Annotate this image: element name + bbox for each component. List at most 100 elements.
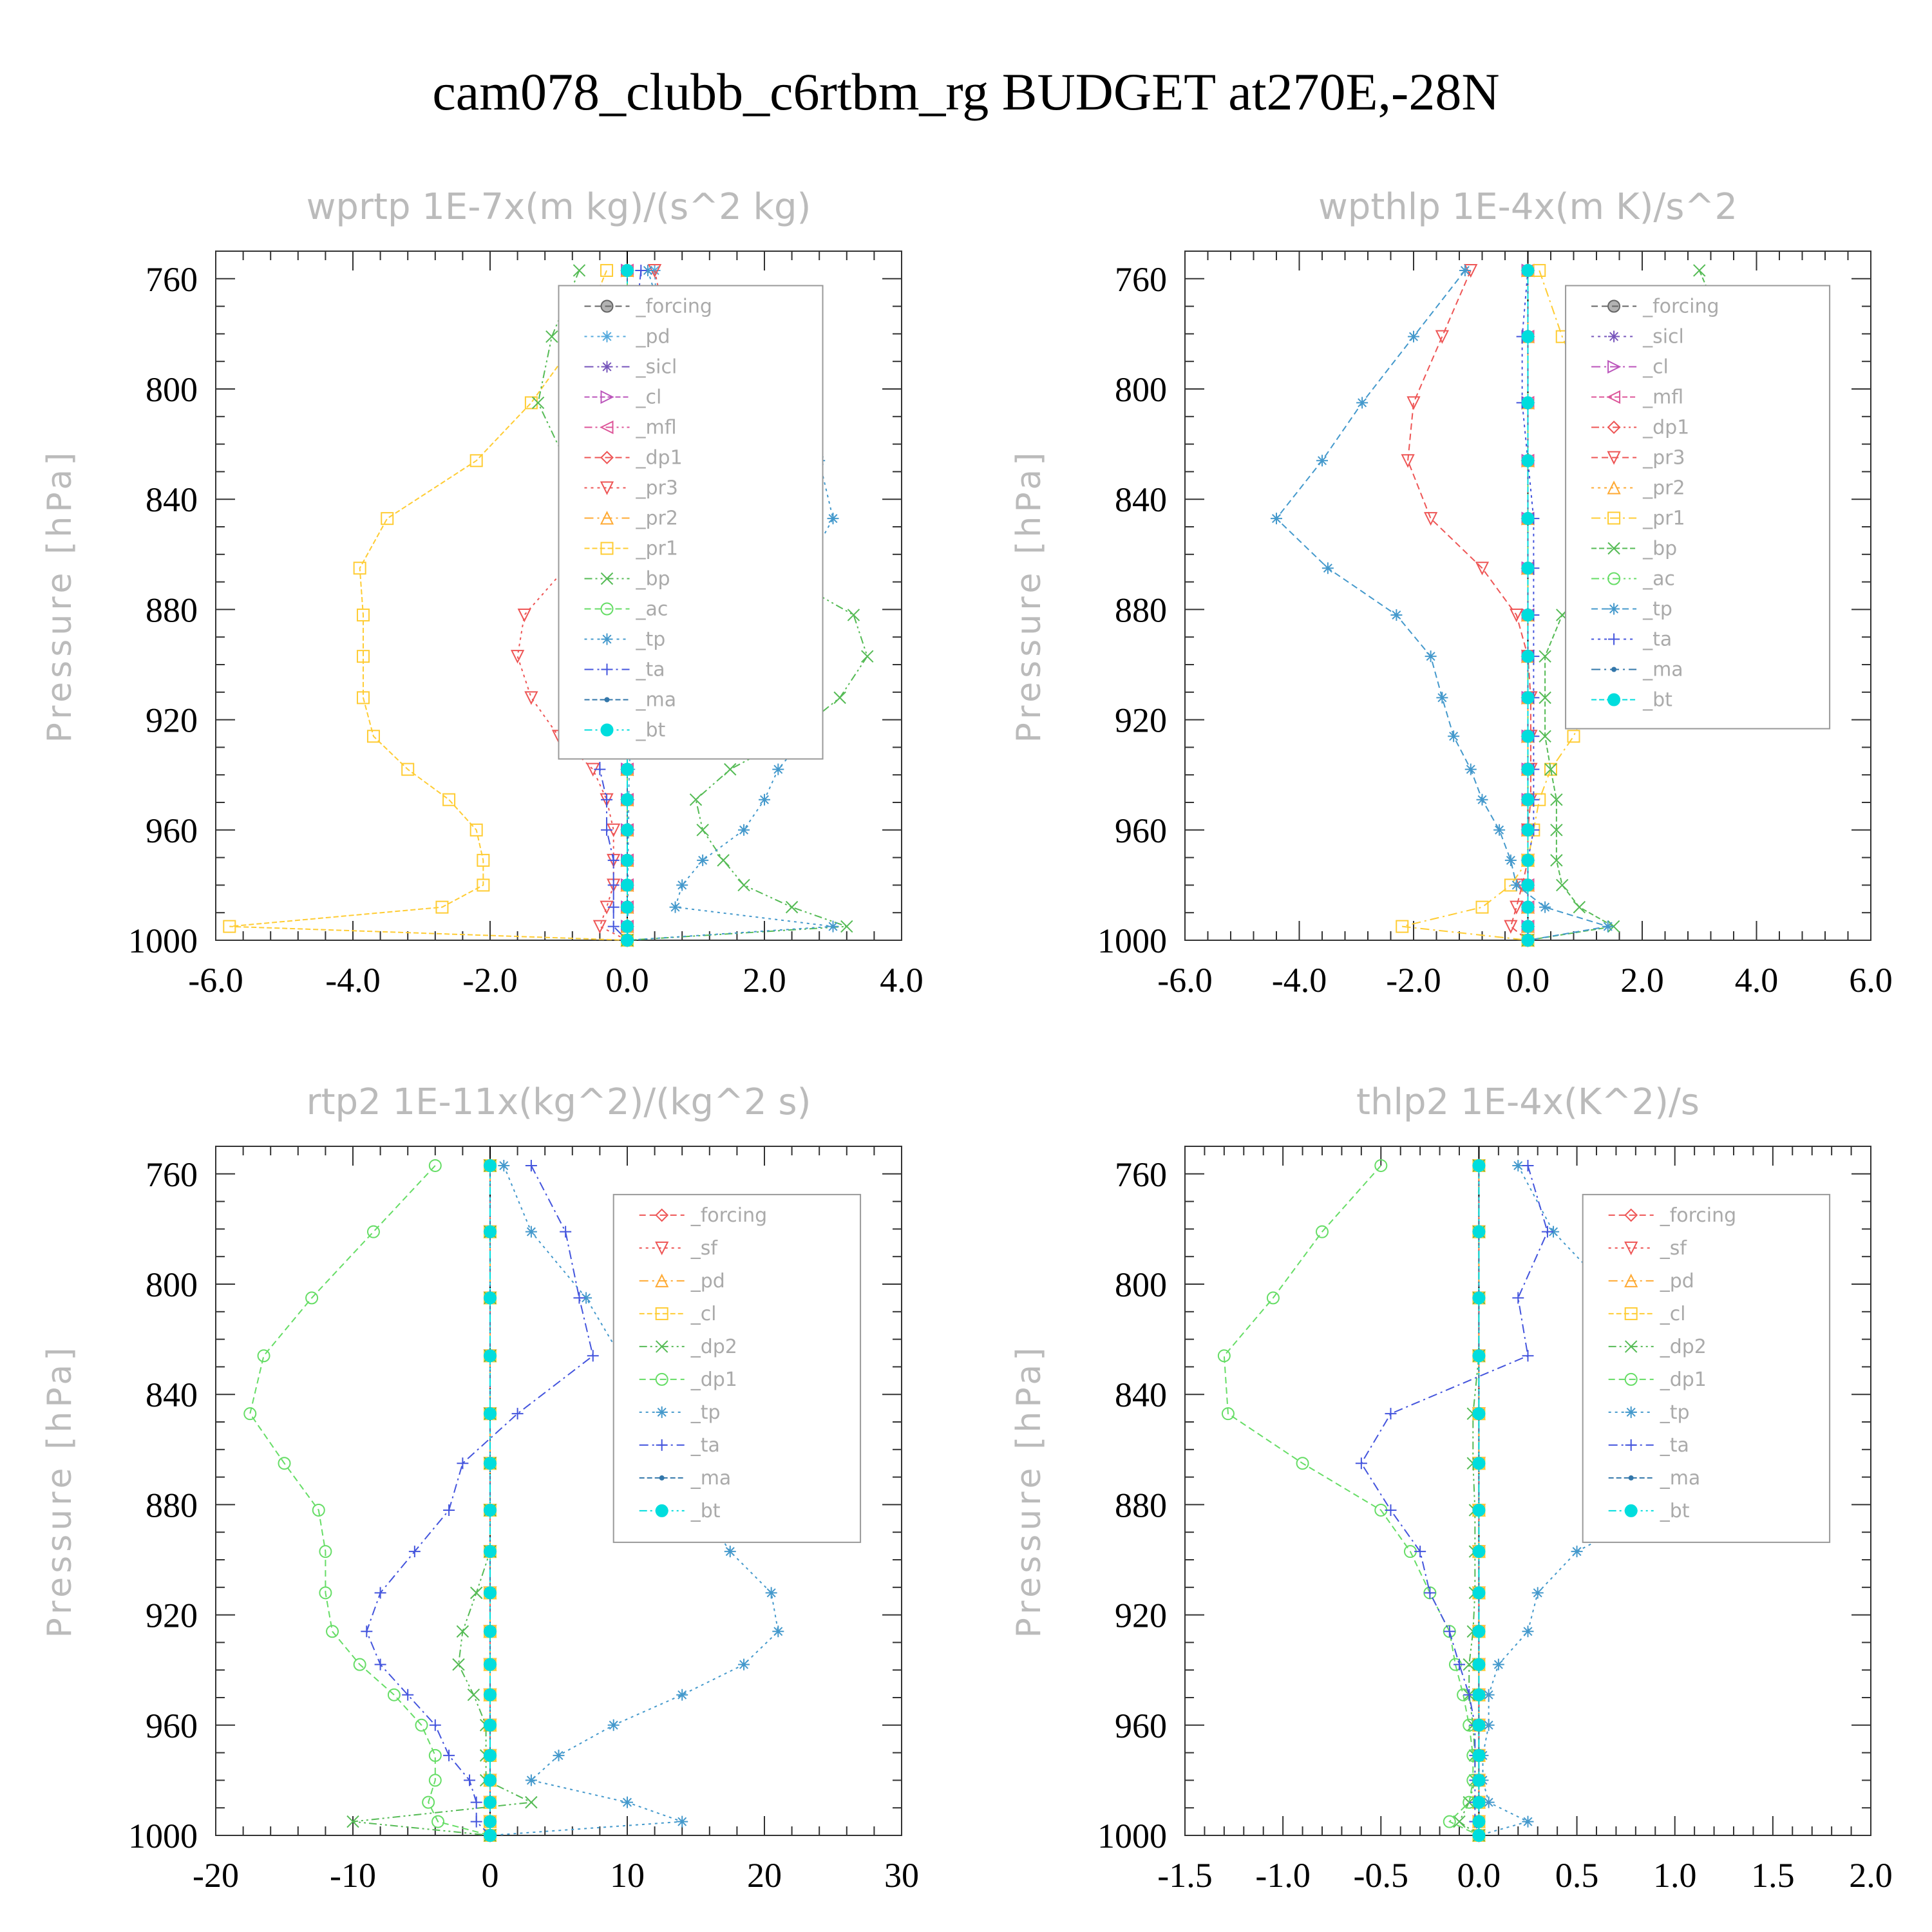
rtp2-legend-marker_dp2 [655, 1340, 668, 1353]
wpthlp-point_tp [1602, 920, 1614, 933]
wprtp-point_tp [772, 763, 784, 775]
rtp2-ytick-label: 1000 [128, 1817, 198, 1855]
thlp2-xtick-label: -0.5 [1354, 1856, 1408, 1895]
wpthlp-point_bt [1521, 650, 1535, 663]
wpthlp-point_bp [1544, 762, 1557, 776]
wpthlp-legend-label_bp: _bp [1642, 538, 1677, 560]
thlp2-point_tp [1522, 1625, 1534, 1638]
rtp2-point_dp1 [319, 1586, 332, 1600]
rtp2-legend: _forcing _sf _pd _cl _dp2 _dp1 _tp _ta _ma _bt [612, 1193, 862, 1543]
wprtp-point_tp [641, 264, 654, 276]
thlp2-line_dp1 [1223, 1165, 1479, 1836]
rtp2-point_bt [484, 1503, 497, 1517]
wpthlp-point_bt [1521, 762, 1535, 776]
wpthlp-point_bp [1556, 878, 1569, 892]
thlp2-xtick-label: 2.0 [1849, 1856, 1893, 1895]
thlp2-ytick-label: 1000 [1097, 1817, 1167, 1855]
thlp2-point_bt [1472, 1457, 1486, 1470]
wprtp-point_bt [621, 793, 634, 806]
rtp2-point_ta [511, 1408, 524, 1420]
wprtp-xtick-label: 4.0 [880, 961, 923, 999]
wprtp-legend-label_bt: _bt [636, 719, 666, 742]
wpthlp-point_bt [1521, 330, 1535, 343]
wpthlp-legend-label_cl: _cl [1642, 356, 1669, 379]
wprtp-point_ta [635, 264, 647, 276]
rtp2-series_dp1 [243, 1159, 497, 1842]
wpthlp-legend-box [1565, 285, 1831, 730]
rtp2-point_ta [374, 1658, 386, 1671]
rtp2-series_dp2 [346, 1159, 538, 1842]
wpthlp-point_bt [1521, 823, 1535, 837]
wprtp-point_pr1 [469, 454, 483, 468]
thlp2-point_ta [1522, 1159, 1534, 1171]
wpthlp-legend-marker_pr1 [1607, 511, 1621, 525]
rtp2-legend-marker_forcing [655, 1208, 669, 1222]
wpthlp-legend-label_dp1: _dp1 [1642, 417, 1689, 439]
wpthlp-legend-label_pr1: _pr1 [1642, 507, 1685, 530]
thlp2-point_bt [1472, 1407, 1486, 1421]
rtp2-legend-marker_bt [655, 1504, 668, 1517]
thlp2-point_bt [1472, 1349, 1486, 1363]
wpthlp-legend-marker_ta [1608, 633, 1620, 645]
wprtp-legend-label_forcing: _forcing [636, 296, 712, 318]
thlp2-point_bt [1472, 1159, 1486, 1172]
wpthlp-point_tp [1448, 730, 1460, 743]
wprtp-point_tp [669, 901, 681, 913]
wpthlp-point_tp [1493, 824, 1506, 836]
figure-title: cam078_clubb_c6rtbm_rg BUDGET at270E,-28… [432, 62, 1499, 121]
wprtp-legend-label_mfl: _mfl [636, 417, 677, 439]
wpthlp-point_bt [1521, 512, 1535, 526]
rtp2-point_ta [464, 1774, 476, 1786]
wprtp-point_bp [696, 824, 709, 837]
rtp2-point_ta [470, 1815, 482, 1828]
wprtp-series_pr1 [223, 263, 634, 947]
wpthlp-point_pr3 [1435, 330, 1449, 344]
wpthlp-legend-marker_dp1 [1607, 421, 1621, 434]
rtp2-point_ta [408, 1546, 421, 1558]
panel-wpthlp: wpthlp 1E-4x(m K)/s^2 Pressure [hPa] -6.0 -… [1010, 186, 1893, 999]
wprtp-point_pr1 [600, 263, 614, 277]
thlp2-point_ta [1541, 1226, 1553, 1238]
wpthlp-point_pr3 [1475, 562, 1490, 576]
wprtp-ylabel: Pressure [hPa] [41, 449, 79, 743]
wpthlp-point_bt [1521, 454, 1535, 468]
rtp2-legend-label_ta: _ta [690, 1434, 720, 1457]
thlp2-legend-label_forcing: _forcing [1660, 1204, 1736, 1227]
wprtp-point_pr1 [356, 650, 370, 663]
rtp2-point_dp1 [326, 1625, 339, 1638]
wprtp-ytick-label: 880 [146, 591, 198, 629]
wprtp-legend-label_ta: _ta [636, 659, 665, 681]
wpthlp-point_tp [1321, 562, 1334, 574]
thlp2-legend-marker_tp [1625, 1406, 1637, 1418]
wprtp-point_tp [827, 920, 839, 933]
wpthlp-legend-label_tp: _tp [1642, 598, 1672, 621]
rtp2-ytick-label: 880 [146, 1486, 198, 1524]
wprtp-legend-marker_ac [600, 602, 614, 616]
thlp2-ytick-label: 880 [1115, 1486, 1167, 1524]
wpthlp-point_tp [1459, 264, 1471, 276]
thlp2-point_ta [1385, 1408, 1397, 1420]
wpthlp-legend-marker_ac [1607, 572, 1621, 585]
rtp2-point_bt [484, 1658, 497, 1671]
rtp2-plot-frame [215, 1146, 902, 1836]
wpthlp-point_bp [1573, 900, 1586, 914]
thlp2-point_bt [1472, 1688, 1486, 1701]
wprtp-point_pr1 [356, 691, 370, 705]
wpthlp-point_bt [1521, 691, 1535, 705]
wpthlp-point_bp [1539, 730, 1551, 743]
rtp2-point_dp1 [319, 1545, 332, 1558]
wprtp-point_ta [601, 824, 613, 836]
thlp2-point_bt [1472, 1503, 1486, 1517]
rtp2-point_ta [443, 1504, 455, 1516]
wprtp-point_ta [607, 879, 620, 891]
wprtp-legend-label_pr3: _pr3 [636, 477, 678, 500]
wpthlp-legend-marker_bt [1607, 693, 1621, 706]
wpthlp-ytick-label: 1000 [1097, 922, 1167, 960]
rtp2-point_dp1 [415, 1718, 428, 1732]
thlp2-legend-label_sf: _sf [1660, 1237, 1688, 1260]
rtp2-legend-label_pd: _pd [690, 1270, 725, 1293]
thlp2-point_tp [1482, 1719, 1495, 1731]
rtp2-ylabel: Pressure [hPa] [41, 1344, 79, 1638]
rtp2-point_bt [484, 1774, 497, 1787]
